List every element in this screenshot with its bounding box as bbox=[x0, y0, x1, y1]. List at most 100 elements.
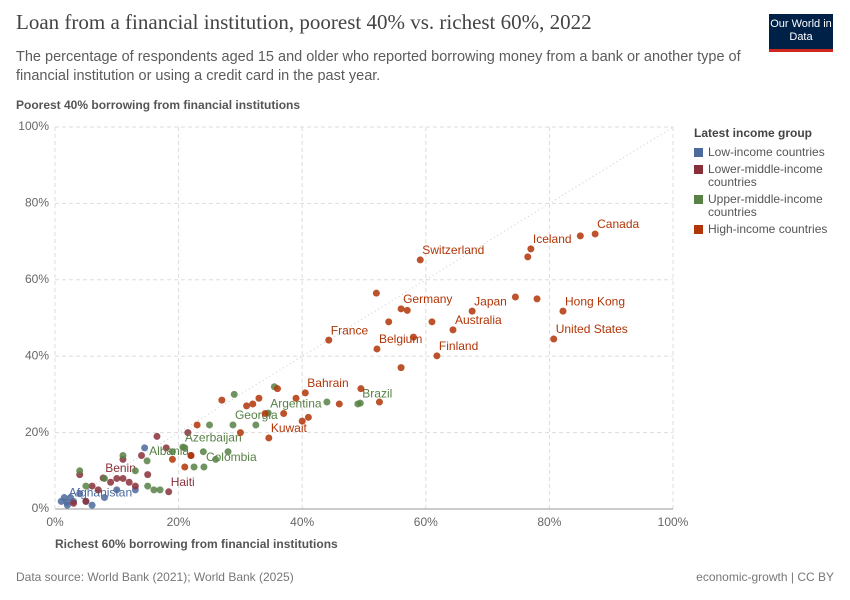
point bbox=[199, 448, 207, 456]
x-tick-label: 100% bbox=[658, 515, 689, 529]
point bbox=[511, 293, 519, 301]
point bbox=[138, 452, 146, 460]
point bbox=[373, 345, 381, 353]
legend-swatch bbox=[694, 195, 703, 204]
point bbox=[190, 463, 198, 471]
point bbox=[150, 486, 158, 494]
point-label: Azerbaijan bbox=[185, 430, 242, 444]
point bbox=[255, 394, 263, 402]
point bbox=[230, 390, 238, 398]
point bbox=[125, 478, 133, 486]
point bbox=[375, 398, 383, 406]
point bbox=[409, 333, 417, 341]
point bbox=[88, 501, 96, 509]
point bbox=[298, 417, 306, 425]
x-tick-label: 60% bbox=[414, 515, 438, 529]
point bbox=[292, 394, 300, 402]
point bbox=[141, 444, 149, 452]
point bbox=[323, 398, 331, 406]
point bbox=[187, 452, 195, 460]
point bbox=[193, 421, 201, 429]
y-tick-label: 60% bbox=[25, 272, 49, 286]
point bbox=[181, 463, 189, 471]
legend-item[interactable]: Low-income countries bbox=[694, 146, 844, 159]
point bbox=[113, 474, 121, 482]
legend-label: Low-income countries bbox=[708, 145, 825, 159]
legend-item[interactable]: Upper-middle-income countries bbox=[694, 193, 844, 219]
point bbox=[218, 396, 226, 404]
point bbox=[143, 457, 151, 465]
point bbox=[280, 410, 288, 417]
logo[interactable]: Our World in Data bbox=[769, 14, 833, 52]
point bbox=[236, 429, 244, 437]
point-label: Japan bbox=[474, 294, 507, 308]
point bbox=[591, 230, 599, 238]
point bbox=[325, 336, 333, 344]
y-tick-label: 100% bbox=[18, 119, 49, 133]
point bbox=[265, 434, 273, 442]
point bbox=[76, 467, 84, 475]
license: economic-growth | CC BY bbox=[696, 570, 834, 584]
point-label: Bahrain bbox=[307, 376, 348, 390]
point bbox=[576, 232, 584, 240]
legend-item[interactable]: High-income countries bbox=[694, 223, 844, 236]
point bbox=[88, 482, 96, 490]
subtitle: The percentage of respondents aged 15 an… bbox=[16, 49, 741, 84]
point bbox=[100, 494, 108, 502]
point bbox=[131, 467, 139, 475]
point-label: Iceland bbox=[533, 232, 572, 246]
point bbox=[82, 497, 90, 505]
legend-swatch bbox=[694, 165, 703, 174]
point bbox=[243, 402, 251, 410]
point bbox=[403, 306, 411, 314]
parity-line bbox=[54, 126, 674, 510]
point bbox=[200, 463, 208, 471]
x-tick-label: 20% bbox=[167, 515, 191, 529]
point bbox=[165, 488, 173, 496]
point-label: Finland bbox=[439, 339, 478, 353]
point bbox=[416, 256, 424, 264]
point bbox=[524, 253, 532, 261]
y-axis-title: Poorest 40% borrowing from financial ins… bbox=[16, 98, 301, 112]
point bbox=[304, 413, 312, 421]
legend-item[interactable]: Lower-middle-income countries bbox=[694, 163, 844, 189]
legend-swatch bbox=[694, 148, 703, 157]
point bbox=[94, 486, 102, 494]
point-label: Brazil bbox=[362, 386, 392, 400]
point bbox=[559, 307, 567, 315]
point-label: Colombia bbox=[206, 450, 257, 464]
point bbox=[168, 448, 176, 456]
point-label: Belgium bbox=[379, 332, 422, 346]
point-label: France bbox=[331, 323, 369, 337]
point bbox=[153, 432, 161, 440]
point-label: Kuwait bbox=[271, 421, 308, 435]
point bbox=[533, 295, 541, 303]
point bbox=[82, 482, 90, 490]
legend-title: Latest income group bbox=[694, 126, 813, 140]
point bbox=[449, 326, 457, 334]
point bbox=[206, 421, 213, 429]
point bbox=[156, 486, 164, 494]
point-label: Switzerland bbox=[422, 243, 484, 257]
title: Loan from a financial institution, poore… bbox=[16, 10, 592, 34]
point-label: Australia bbox=[455, 313, 502, 327]
point bbox=[229, 421, 237, 429]
point bbox=[144, 482, 152, 490]
point bbox=[76, 490, 84, 498]
point bbox=[131, 482, 139, 490]
point bbox=[184, 429, 192, 437]
point-label: Germany bbox=[403, 292, 452, 306]
point bbox=[168, 455, 176, 463]
point bbox=[60, 494, 68, 502]
legend-label: Lower-middle-income countries bbox=[708, 162, 823, 189]
point bbox=[397, 364, 405, 372]
x-tick-label: 80% bbox=[537, 515, 561, 529]
point-label: United States bbox=[556, 322, 628, 336]
point bbox=[550, 335, 558, 343]
point bbox=[273, 385, 281, 393]
point-label: Haiti bbox=[171, 475, 195, 489]
point bbox=[70, 499, 78, 507]
point bbox=[100, 474, 108, 482]
x-axis-title: Richest 60% borrowing from financial ins… bbox=[55, 537, 338, 551]
